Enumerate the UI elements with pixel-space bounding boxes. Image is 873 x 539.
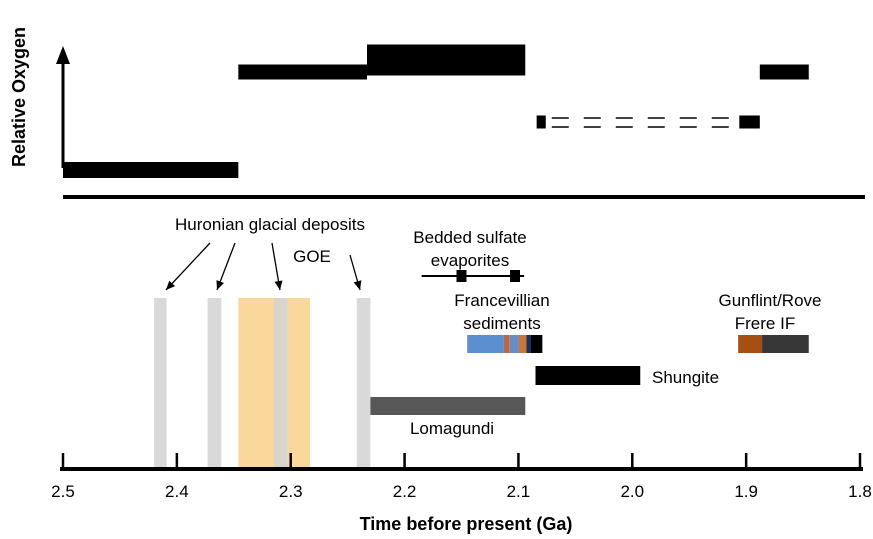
oxygen-level-bar-1 [63, 162, 239, 178]
x-axis-ticks: 2.5 2.4 2.3 2.2 2.1 2.0 1.9 1.8 [51, 453, 872, 501]
huronian-band-3 [273, 298, 288, 469]
francevillian-label-line2: sediments [463, 314, 540, 333]
francevillian-segment-4 [518, 335, 527, 353]
oxygen-level-bar-4 [536, 115, 546, 129]
oxygen-level-bar-6 [739, 115, 760, 129]
lomagundi-bar [370, 397, 526, 415]
x-tick-label-6: 2.0 [620, 482, 644, 501]
huronian-arrowhead-4 [353, 280, 362, 290]
francevillian-segment-5 [526, 335, 531, 353]
huronian-arrowhead-1 [166, 280, 176, 290]
oxygen-level-bar-7 [759, 64, 809, 80]
x-tick-label-1: 2.5 [51, 482, 75, 501]
sulfate-marker-1 [456, 270, 467, 282]
x-tick-label-8: 1.8 [848, 482, 872, 501]
huronian-band-1 [154, 298, 167, 469]
huronian-arrowhead-3 [274, 280, 283, 290]
y-axis-label: Relative Oxygen [9, 27, 29, 167]
event-bands-layer [154, 298, 371, 469]
huronian-label: Huronian glacial deposits [175, 215, 365, 234]
gunflint-label-line1: Gunflint/Rove [719, 291, 822, 310]
francevillian-segment-1 [467, 335, 504, 353]
goe-label: GOE [293, 247, 331, 266]
event-bars-layer [370, 270, 809, 415]
x-tick-label-4: 2.2 [393, 482, 417, 501]
y-axis-arrow [56, 46, 70, 168]
sulfate-label-line2: evaporites [431, 251, 509, 270]
x-axis-label: Time before present (Ga) [360, 514, 573, 534]
oxygen-levels-layer [63, 44, 809, 178]
shungite-label: Shungite [652, 368, 719, 387]
shungite-bar [535, 366, 641, 385]
gunflint-label-line2: Frere IF [735, 314, 795, 333]
oxygen-level-bar-2 [238, 64, 367, 80]
francevillian-segment-3 [509, 335, 519, 353]
gunflint-segment-1 [738, 335, 763, 353]
sulfate-marker-2 [510, 270, 521, 282]
oxygen-level-bar-3 [366, 44, 526, 76]
annotation-arrows-layer [165, 242, 362, 291]
x-tick-label-7: 1.9 [734, 482, 758, 501]
francevillian-segment-2 [503, 335, 510, 353]
lomagundi-label: Lomagundi [410, 419, 494, 438]
huronian-arrowhead-2 [216, 280, 224, 290]
x-tick-label-2: 2.4 [165, 482, 189, 501]
gunflint-segment-2 [762, 335, 809, 353]
sulfate-label-line1: Bedded sulfate [413, 228, 526, 247]
francevillian-segment-6 [530, 335, 543, 353]
huronian-band-4 [356, 298, 371, 469]
huronian-band-2 [207, 298, 222, 469]
x-tick-label-3: 2.3 [279, 482, 303, 501]
x-tick-label-5: 2.1 [507, 482, 531, 501]
francevillian-label-line1: Francevillian [454, 291, 549, 310]
huronian-arrow-line-1 [165, 242, 211, 291]
